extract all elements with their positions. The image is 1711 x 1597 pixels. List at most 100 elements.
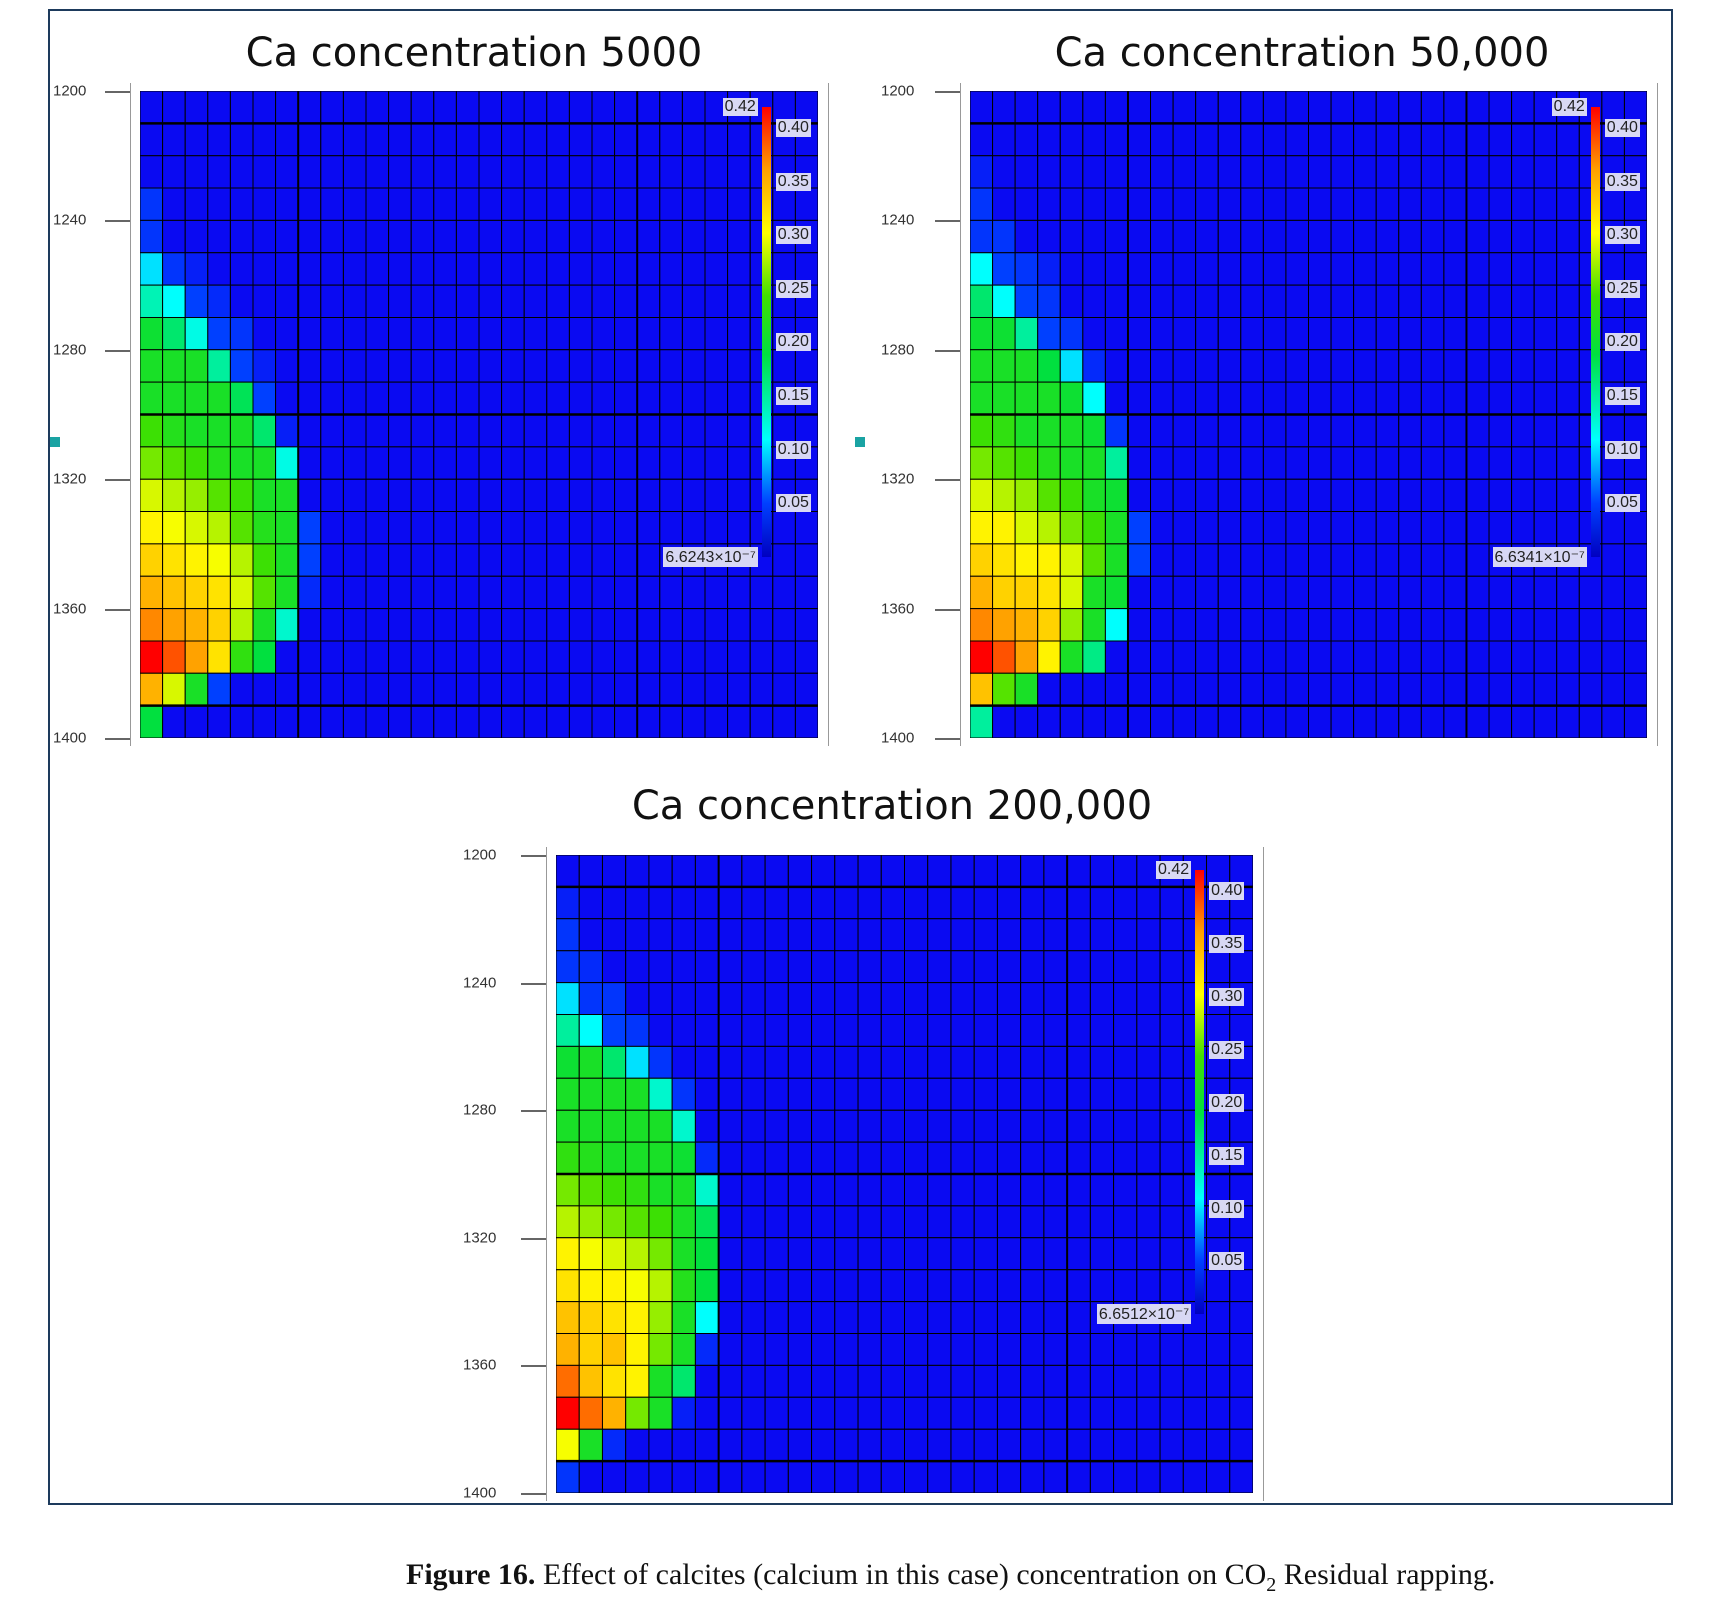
heatmap-cell bbox=[637, 512, 660, 544]
heatmap-cell bbox=[788, 1046, 811, 1078]
heatmap-cell bbox=[951, 1142, 974, 1174]
heatmap-cell bbox=[411, 609, 434, 641]
heatmap-cell bbox=[649, 1110, 672, 1142]
heatmap-cell bbox=[556, 1365, 579, 1397]
heatmap-cell bbox=[547, 479, 570, 511]
heatmap-cell bbox=[1557, 673, 1580, 705]
heatmap-cell bbox=[547, 156, 570, 188]
heatmap-cell bbox=[1083, 382, 1106, 414]
heatmap-cell bbox=[1286, 609, 1309, 641]
heatmap-cell bbox=[1105, 576, 1128, 608]
heatmap-cell bbox=[1067, 951, 1090, 983]
heatmap-cell bbox=[1183, 1397, 1206, 1429]
heatmap-cell bbox=[974, 1238, 997, 1270]
heatmap-cell bbox=[705, 415, 728, 447]
heatmap-cell bbox=[970, 188, 993, 220]
heatmap-cell bbox=[1038, 156, 1061, 188]
heatmap-cell bbox=[1286, 673, 1309, 705]
heatmap-cell bbox=[660, 641, 683, 673]
heatmap-cell bbox=[321, 123, 344, 155]
heatmap-cell bbox=[637, 253, 660, 285]
heatmap-cell bbox=[1114, 983, 1137, 1015]
heatmap-cell bbox=[556, 1238, 579, 1270]
heatmap-cell bbox=[1512, 447, 1535, 479]
heatmap-cell bbox=[649, 855, 672, 887]
y-tick-label: 1280 bbox=[881, 341, 915, 359]
heatmap-cell bbox=[1624, 673, 1647, 705]
heatmap-cell bbox=[1489, 156, 1512, 188]
heatmap-cell bbox=[1421, 156, 1444, 188]
heatmap-cell bbox=[812, 1110, 835, 1142]
heatmap-cell bbox=[881, 1174, 904, 1206]
heatmap-cell bbox=[1067, 1461, 1090, 1493]
heatmap-cell bbox=[1090, 951, 1113, 983]
heatmap-cell bbox=[1399, 317, 1422, 349]
heatmap-cell bbox=[592, 317, 615, 349]
heatmap-cell bbox=[1444, 350, 1467, 382]
heatmap-cell bbox=[1038, 123, 1061, 155]
heatmap-cell bbox=[253, 253, 276, 285]
heatmap-cell bbox=[928, 1461, 951, 1493]
heatmap-cell bbox=[1489, 91, 1512, 123]
heatmap-cell bbox=[951, 983, 974, 1015]
heatmap-cell bbox=[547, 253, 570, 285]
colorbar bbox=[1195, 870, 1205, 1315]
y-tick-mark bbox=[935, 479, 960, 482]
heatmap-cell bbox=[1557, 253, 1580, 285]
heatmap-cell bbox=[343, 123, 366, 155]
heatmap-cell bbox=[1044, 1206, 1067, 1238]
heatmap-cell bbox=[997, 1046, 1020, 1078]
heatmap-cell bbox=[1207, 1110, 1230, 1142]
heatmap-cell bbox=[230, 123, 253, 155]
heatmap-cell bbox=[1021, 919, 1044, 951]
heatmap-cell bbox=[185, 188, 208, 220]
heatmap-cell bbox=[1624, 188, 1647, 220]
heatmap-cell bbox=[1218, 350, 1241, 382]
heatmap-cell bbox=[1444, 91, 1467, 123]
heatmap-cell bbox=[773, 350, 796, 382]
heatmap-cell bbox=[1534, 350, 1557, 382]
heatmap-cell bbox=[602, 1461, 625, 1493]
heatmap-cell bbox=[1286, 156, 1309, 188]
heatmap-cell bbox=[1015, 512, 1038, 544]
heatmap-cell bbox=[1309, 544, 1332, 576]
heatmap-cell bbox=[742, 1110, 765, 1142]
heatmap-cell bbox=[682, 123, 705, 155]
heatmap-cell bbox=[185, 123, 208, 155]
heatmap-cell bbox=[1309, 706, 1332, 738]
heatmap-cell bbox=[1038, 91, 1061, 123]
heatmap-cell bbox=[411, 350, 434, 382]
heatmap-cell bbox=[1173, 285, 1196, 317]
heatmap-cell bbox=[1218, 156, 1241, 188]
heatmap-cell bbox=[1286, 253, 1309, 285]
heatmap-cell bbox=[411, 512, 434, 544]
heatmap-cell bbox=[742, 1142, 765, 1174]
heatmap-cell bbox=[637, 285, 660, 317]
heatmap-cell bbox=[185, 156, 208, 188]
heatmap-cell bbox=[672, 951, 695, 983]
heatmap-cell bbox=[524, 673, 547, 705]
heatmap-cell bbox=[928, 1015, 951, 1047]
heatmap-cell bbox=[626, 951, 649, 983]
heatmap-cell bbox=[1196, 91, 1219, 123]
heatmap-cell bbox=[705, 479, 728, 511]
heatmap-cell bbox=[742, 919, 765, 951]
heatmap-cell bbox=[1218, 576, 1241, 608]
heatmap-cell bbox=[1286, 350, 1309, 382]
heatmap-cell bbox=[1399, 253, 1422, 285]
heatmap-cell bbox=[1489, 512, 1512, 544]
heatmap-cell bbox=[1015, 285, 1038, 317]
heatmap-cell bbox=[742, 1174, 765, 1206]
heatmap-cell bbox=[649, 1046, 672, 1078]
heatmap-cell bbox=[1263, 350, 1286, 382]
heatmap-cell bbox=[649, 1429, 672, 1461]
heatmap-cell bbox=[253, 350, 276, 382]
heatmap-cell bbox=[951, 1334, 974, 1366]
heatmap-cell bbox=[1173, 609, 1196, 641]
heatmap-cell bbox=[997, 983, 1020, 1015]
heatmap-cell bbox=[974, 983, 997, 1015]
heatmap-cell bbox=[208, 350, 231, 382]
heatmap-cell bbox=[742, 1046, 765, 1078]
heatmap-cell bbox=[1173, 220, 1196, 252]
heatmap-cell bbox=[1044, 1270, 1067, 1302]
